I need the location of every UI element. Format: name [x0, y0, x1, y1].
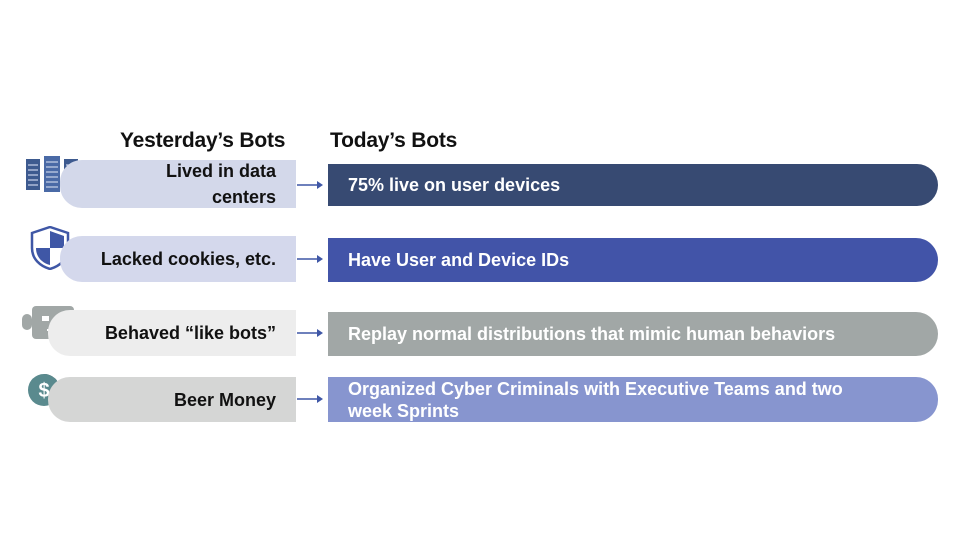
right-label: Organized Cyber Criminals with Executive… [348, 378, 843, 421]
yesterday-header: Yesterday’s Bots [120, 129, 286, 152]
left-label: Lacked cookies, etc. [100, 249, 276, 269]
arrow-icon [297, 395, 323, 403]
right-pill-replay: Replay normal distributions that mimic h… [328, 312, 938, 356]
shield-icon [30, 225, 70, 275]
right-label: Have User and Device IDs [348, 250, 570, 270]
left-pill-behaved: Behaved “like bots” [48, 310, 296, 356]
left-pill-data-centers: Lived in data centers [60, 160, 296, 208]
right-pill-user-devices: 75% live on user devices [328, 164, 938, 206]
right-pill-cyber-criminals: Organized Cyber Criminals with Executive… [328, 377, 938, 422]
left-pill-cookies: Lacked cookies, etc. [60, 236, 296, 282]
left-label: Beer Money [173, 389, 276, 410]
arrow-icon [297, 255, 323, 263]
today-header: Today’s Bots [330, 129, 458, 152]
arrow-icon [297, 181, 323, 189]
left-label: Behaved “like bots” [104, 323, 276, 343]
svg-text:$: $ [38, 380, 49, 402]
left-label: Lived in data centers [165, 161, 276, 207]
right-label: Replay normal distributions that mimic h… [348, 324, 836, 344]
left-pill-beer-money: Beer Money [48, 377, 296, 422]
right-label: 75% live on user devices [348, 175, 561, 195]
arrow-icon [297, 329, 323, 337]
right-pill-ids: Have User and Device IDs [328, 238, 938, 282]
